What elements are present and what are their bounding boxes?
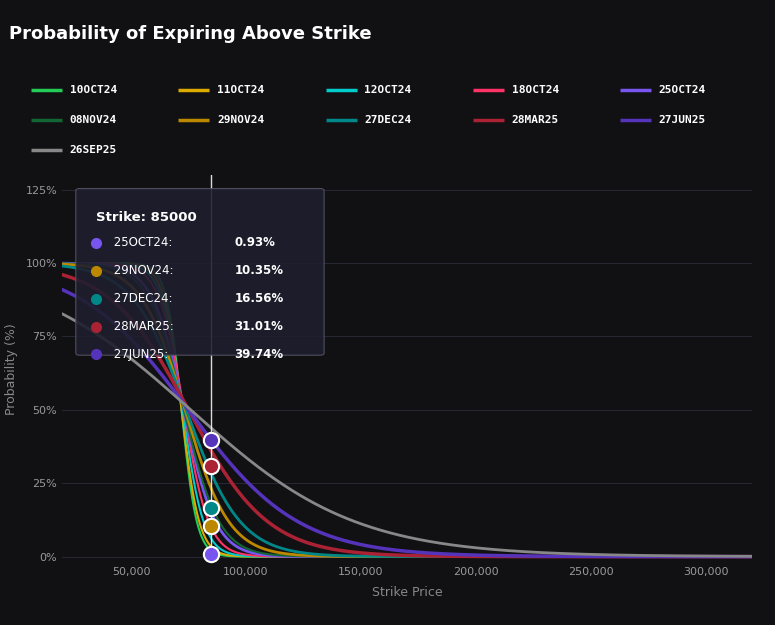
Text: 11OCT24: 11OCT24 [217,85,264,95]
Text: 31.01%: 31.01% [234,320,284,333]
Text: 26SEP25: 26SEP25 [70,145,117,155]
Text: 27JUN25:: 27JUN25: [110,348,172,361]
Text: 25OCT24: 25OCT24 [659,85,706,95]
Text: 25OCT24:: 25OCT24: [110,236,177,249]
Text: 28MAR25: 28MAR25 [512,115,559,125]
Text: 18OCT24: 18OCT24 [512,85,559,95]
FancyBboxPatch shape [76,189,324,355]
Text: Probability of Expiring Above Strike: Probability of Expiring Above Strike [9,25,372,42]
Text: 12OCT24: 12OCT24 [364,85,412,95]
Text: 10.35%: 10.35% [234,264,284,278]
Text: 10OCT24: 10OCT24 [70,85,117,95]
Text: 29NOV24:: 29NOV24: [110,264,177,278]
Text: 29NOV24: 29NOV24 [217,115,264,125]
Text: 08NOV24: 08NOV24 [70,115,117,125]
Text: 28MAR25:: 28MAR25: [110,320,177,333]
Text: Strike: 85000: Strike: 85000 [97,211,197,224]
Text: 27DEC24: 27DEC24 [364,115,412,125]
Text: 27JUN25: 27JUN25 [659,115,706,125]
Text: 0.93%: 0.93% [234,236,275,249]
Text: 27DEC24:: 27DEC24: [110,292,177,305]
Text: 16.56%: 16.56% [234,292,284,305]
Text: 39.74%: 39.74% [234,348,284,361]
Y-axis label: Probability (%): Probability (%) [5,323,19,414]
X-axis label: Strike Price: Strike Price [371,586,443,599]
